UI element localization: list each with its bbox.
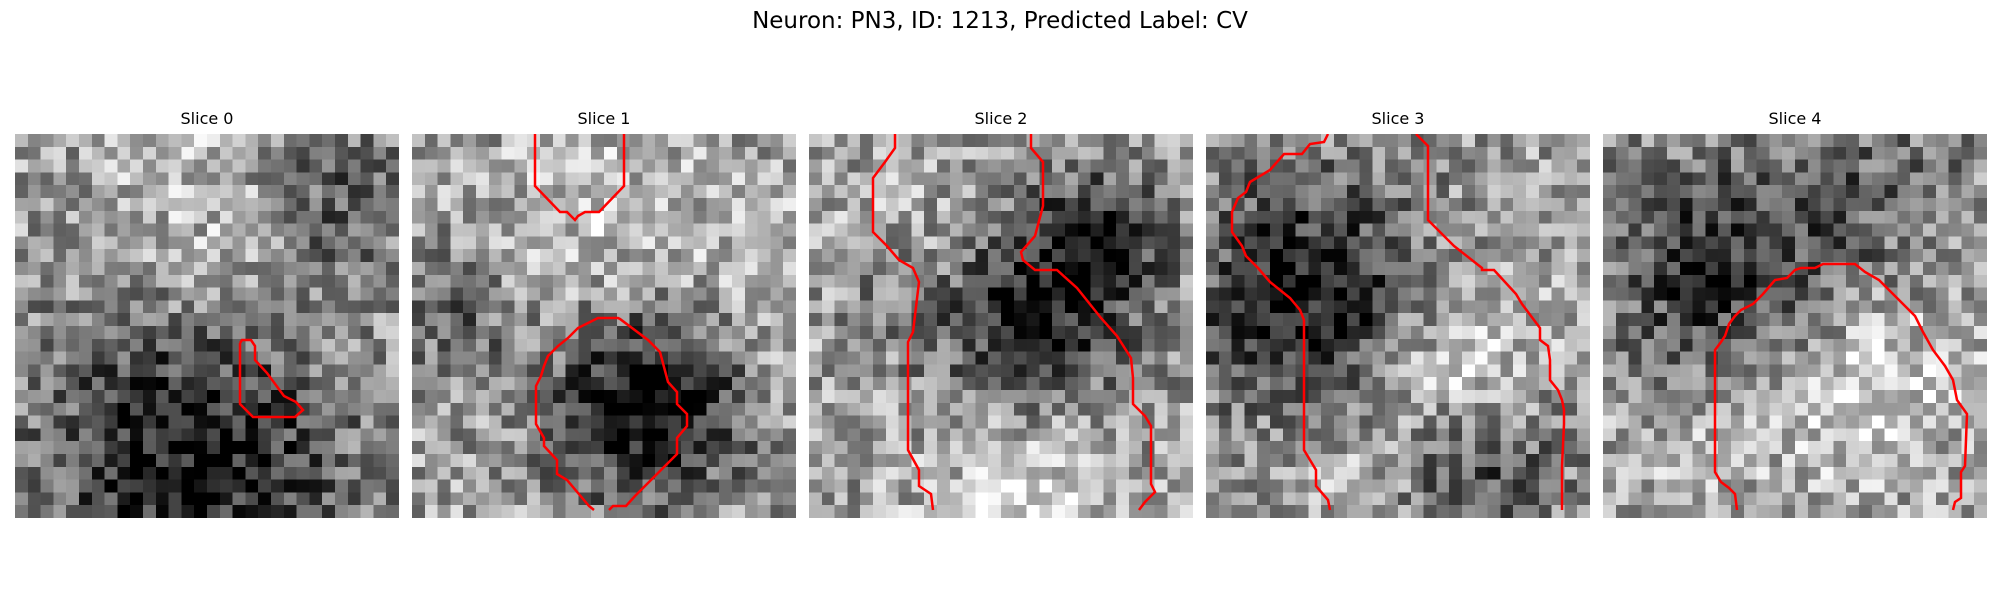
roi-contour [533, 134, 689, 511]
slice-title: Slice 0 [180, 109, 234, 128]
grayscale-patch [1206, 134, 1590, 518]
slice-image-3 [1206, 134, 1590, 518]
slice-title: Slice 3 [1371, 109, 1425, 128]
slice-panel-1: Slice 1 [412, 108, 796, 518]
roi-contour [1230, 134, 1566, 511]
slice-panel-0: Slice 0 [15, 108, 399, 518]
roi-contour [238, 338, 305, 419]
slice-panel-4: Slice 4 [1603, 108, 1987, 518]
figure-title: Neuron: PN3, ID: 1213, Predicted Label: … [752, 8, 1248, 34]
slice-image-0 [15, 134, 399, 518]
slice-panel-2: Slice 2 [809, 108, 1193, 518]
slice-image-2 [809, 134, 1193, 518]
roi-contour [871, 134, 1157, 511]
grayscale-patch [412, 134, 796, 518]
slice-title: Slice 2 [974, 109, 1028, 128]
roi-contour [1713, 262, 1969, 511]
grayscale-patch [15, 134, 399, 518]
slice-title: Slice 4 [1768, 109, 1822, 128]
grayscale-patch [1603, 134, 1987, 518]
slice-image-4 [1603, 134, 1987, 518]
slice-image-1 [412, 134, 796, 518]
slice-title: Slice 1 [577, 109, 631, 128]
slice-panel-3: Slice 3 [1206, 108, 1590, 518]
